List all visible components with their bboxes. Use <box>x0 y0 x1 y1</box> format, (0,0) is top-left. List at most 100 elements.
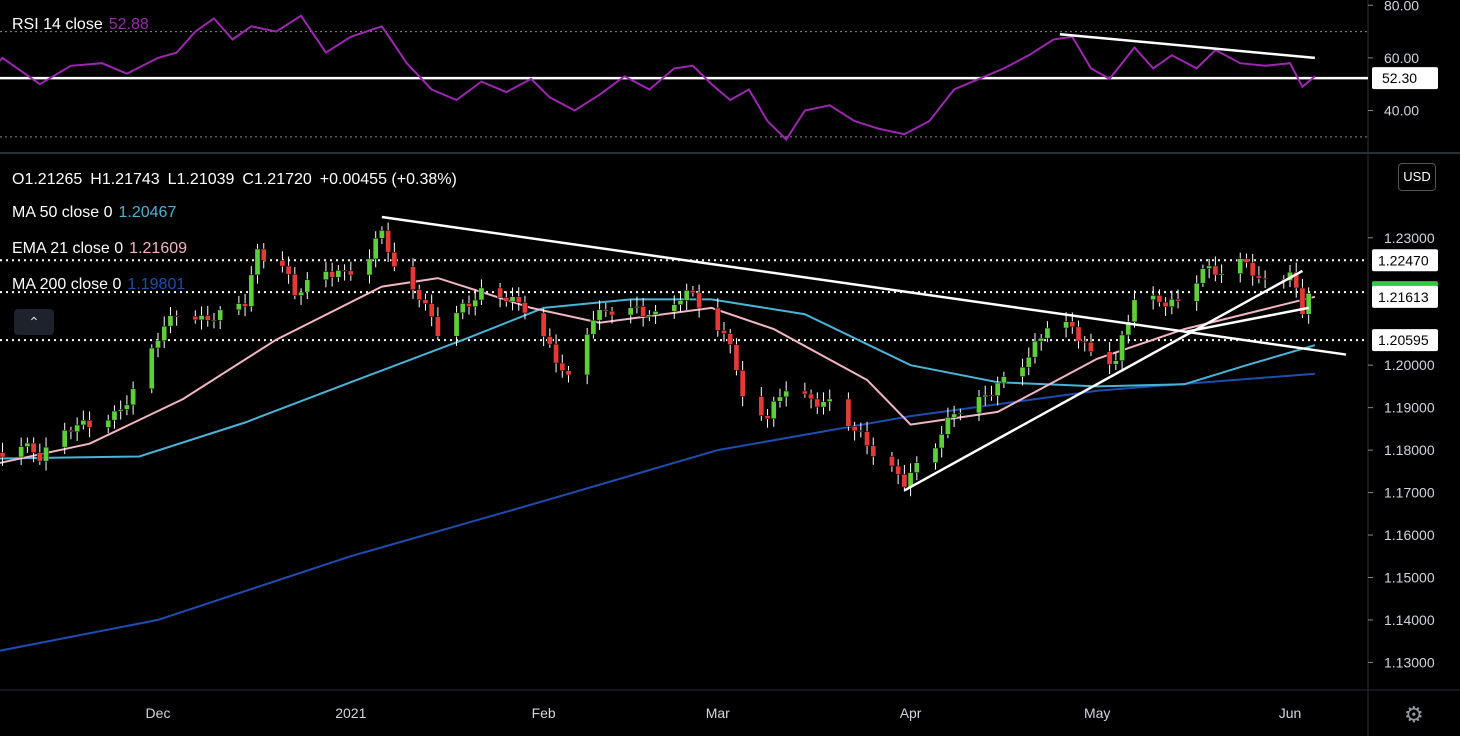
candle-body <box>298 291 304 296</box>
candle-body <box>453 312 460 337</box>
candle-body <box>1175 299 1181 302</box>
gear-icon[interactable]: ⚙ <box>1404 702 1424 727</box>
candle-body <box>814 398 821 408</box>
price-level-tag-label: 1.22470 <box>1378 252 1429 268</box>
candle-body <box>428 303 435 318</box>
rsi-axis-tick-label: 60.00 <box>1384 50 1419 66</box>
candle-body <box>1212 265 1219 276</box>
candle-body <box>951 413 957 418</box>
candle-body <box>80 419 87 426</box>
ma200-line <box>0 372 1315 652</box>
candle-body <box>1032 340 1038 358</box>
candle-body <box>279 260 286 267</box>
candle-body <box>1168 299 1175 308</box>
candle-body <box>167 315 174 327</box>
candle-body <box>1025 356 1032 368</box>
candle-body <box>61 429 68 448</box>
candle-body <box>546 336 553 345</box>
candle-body <box>323 271 329 281</box>
rsi-legend-label: RSI 14 close <box>12 16 103 33</box>
candle-body <box>690 290 696 294</box>
candle-body <box>0 452 6 458</box>
candle-body <box>777 396 783 402</box>
time-axis-label: Jun <box>1279 705 1302 721</box>
candle-body <box>857 430 864 433</box>
candle-body <box>341 270 348 272</box>
candle-body <box>758 396 765 416</box>
candle-body <box>1019 366 1026 377</box>
candle-body <box>68 429 74 433</box>
time-axis-label: Mar <box>706 705 730 721</box>
candle-body <box>248 274 255 307</box>
candle-body <box>976 396 982 414</box>
ma50-legend-value: 1.20467 <box>118 204 177 221</box>
candle-body <box>43 446 49 462</box>
candle-body <box>422 299 429 304</box>
candle-body <box>1162 301 1169 308</box>
candle-body <box>304 279 311 293</box>
time-axis-label: Feb <box>532 705 556 721</box>
collapse-legend-button[interactable]: ⌃ <box>14 309 54 335</box>
ema21-legend-label: EMA 21 close 0 <box>12 240 124 257</box>
price-level-tag <box>1372 285 1438 308</box>
price-axis-tick-label: 1.23000 <box>1384 230 1435 246</box>
candle-body <box>459 303 466 314</box>
candle-body <box>372 238 379 260</box>
price-axis-tick-label: 1.20000 <box>1384 357 1435 373</box>
candle-body <box>627 307 634 316</box>
rsi-level-tag <box>1372 67 1438 90</box>
candle-body <box>198 315 205 321</box>
candle-body <box>24 442 31 447</box>
high-value: H1.21743 <box>90 171 160 188</box>
price-level-tag-label: 1.21613 <box>1378 289 1429 305</box>
chevron-up-icon: ⌃ <box>28 314 40 330</box>
candle-body <box>1001 376 1007 384</box>
candle-body <box>1243 258 1250 263</box>
candle-body <box>1081 340 1088 343</box>
candle-body <box>783 390 790 398</box>
price-trendline <box>903 269 1304 492</box>
candle-body <box>347 270 354 276</box>
candle-body <box>105 419 112 428</box>
candle-body <box>515 296 522 303</box>
time-axis-label: Dec <box>146 705 171 721</box>
candle-body <box>540 312 547 337</box>
candle-body <box>30 442 37 453</box>
currency-button[interactable]: USD <box>1398 163 1436 191</box>
candle-body <box>366 258 373 276</box>
candle-body <box>802 390 808 395</box>
candle-body <box>1063 321 1069 329</box>
candle-body <box>634 306 640 308</box>
candle-body <box>391 251 398 268</box>
candle-body <box>1038 337 1045 342</box>
rsi-legend: RSI 14 close 52.88 <box>12 16 149 34</box>
candle-body <box>111 410 118 421</box>
candle-body <box>770 400 777 420</box>
candle-body <box>901 474 908 488</box>
close-value: C1.21720 <box>242 171 312 188</box>
candle-body <box>36 452 43 462</box>
candle-body <box>379 230 385 239</box>
candle-body <box>590 319 597 335</box>
candle-body <box>932 447 939 463</box>
candle-body <box>18 446 25 458</box>
candle-body <box>851 426 858 432</box>
candle-body <box>260 248 267 261</box>
price-axis-tick-label: 1.19000 <box>1384 400 1435 416</box>
candle-body <box>335 270 342 278</box>
ma50-legend: MA 50 close 0 1.20467 <box>12 204 176 222</box>
price-axis-tick-label: 1.14000 <box>1384 612 1435 628</box>
candle-body <box>1206 265 1212 269</box>
price-level-tag <box>1372 329 1438 352</box>
candle-body <box>553 343 559 364</box>
candle-body <box>671 304 678 312</box>
candle-body <box>509 296 516 302</box>
candle-body <box>173 315 180 318</box>
candle-body <box>472 299 479 307</box>
candle-body <box>584 333 591 376</box>
candle-body <box>1088 342 1094 352</box>
candle-body <box>254 248 261 276</box>
candle-body <box>1106 351 1113 365</box>
candle-body <box>988 394 995 397</box>
